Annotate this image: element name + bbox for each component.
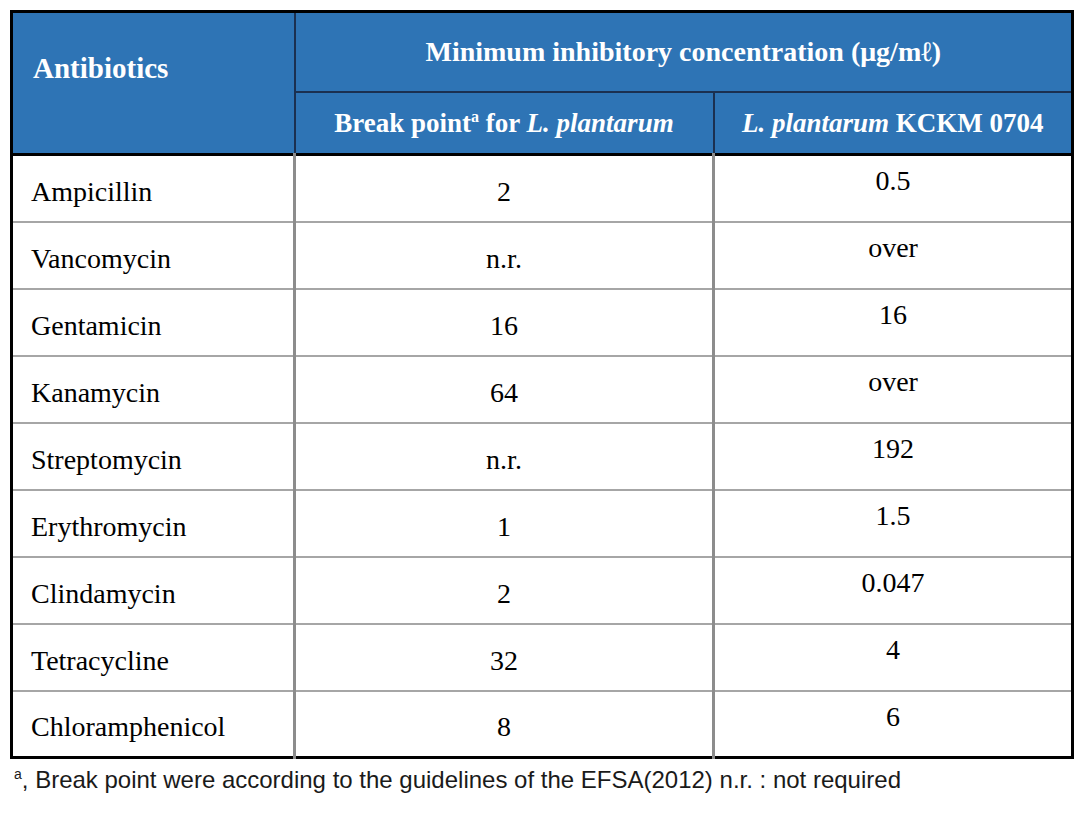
column-header-strain: L. plantarum KCKM 0704 [714, 92, 1073, 155]
mic-value: 192 [872, 433, 914, 465]
break-point-value-cell: 2 [295, 155, 714, 222]
mic-value-cell: 1.5 [714, 490, 1073, 557]
strain-suffix: KCKM 0704 [889, 108, 1044, 138]
mic-value-cell: 192 [714, 423, 1073, 490]
antibiotic-name-cell: Chloramphenicol [12, 691, 295, 758]
table-row: Vancomycin n.r. over [12, 222, 1073, 289]
antibiotic-name-cell: Gentamicin [12, 289, 295, 356]
mic-value: 1.5 [876, 500, 911, 532]
antibiotic-name-cell: Streptomycin [12, 423, 295, 490]
antibiotic-name-cell: Ampicillin [12, 155, 295, 222]
antibiotic-name-cell: Tetracycline [12, 624, 295, 691]
mic-value-cell: over [714, 356, 1073, 423]
header-row-top: Antibiotics Minimum inhibitory concentra… [12, 12, 1073, 93]
table-row: Tetracycline 32 4 [12, 624, 1073, 691]
page: Antibiotics Minimum inhibitory concentra… [0, 0, 1084, 813]
antibiotic-name-cell: Kanamycin [12, 356, 295, 423]
mic-value-cell: 6 [714, 691, 1073, 758]
strain-species: L. plantarum [742, 108, 889, 138]
break-point-value-cell: n.r. [295, 423, 714, 490]
table-row: Chloramphenicol 8 6 [12, 691, 1073, 758]
mic-value-cell: 4 [714, 624, 1073, 691]
mic-table: Antibiotics Minimum inhibitory concentra… [10, 10, 1074, 759]
table-body: Ampicillin 2 0.5 Vancomycin n.r. over Ge… [12, 155, 1073, 758]
mic-value-cell: 16 [714, 289, 1073, 356]
mic-value-cell: over [714, 222, 1073, 289]
break-point-prefix: Break point [334, 108, 471, 138]
break-point-value-cell: 32 [295, 624, 714, 691]
break-point-mid: for [479, 108, 527, 138]
column-header-mic-title: Minimum inhibitory concentration (μg/mℓ) [295, 12, 1073, 93]
column-header-break-point: Break pointa for L. plantarum [295, 92, 714, 155]
break-point-value-cell: 2 [295, 557, 714, 624]
break-point-value-cell: 16 [295, 289, 714, 356]
footnote-mark: a [14, 766, 22, 782]
break-point-footnote-mark: a [471, 108, 479, 125]
mic-value: 6 [886, 701, 900, 733]
mic-value: 16 [879, 299, 907, 331]
table-row: Kanamycin 64 over [12, 356, 1073, 423]
footnote-text: , Break point were according to the guid… [22, 766, 901, 793]
mic-value: over [868, 366, 918, 398]
break-point-value-cell: 8 [295, 691, 714, 758]
mic-value: 0.5 [876, 165, 911, 197]
antibiotic-name-cell: Erythromycin [12, 490, 295, 557]
antibiotic-name-cell: Vancomycin [12, 222, 295, 289]
table-header: Antibiotics Minimum inhibitory concentra… [12, 12, 1073, 155]
break-point-species: L. plantarum [527, 108, 674, 138]
table-row: Ampicillin 2 0.5 [12, 155, 1073, 222]
mic-value-cell: 0.047 [714, 557, 1073, 624]
break-point-value-cell: 64 [295, 356, 714, 423]
break-point-value-cell: n.r. [295, 222, 714, 289]
mic-value: 4 [886, 634, 900, 666]
footnote: a, Break point were according to the gui… [14, 766, 1074, 794]
mic-value: 0.047 [862, 567, 925, 599]
table-row: Erythromycin 1 1.5 [12, 490, 1073, 557]
break-point-value-cell: 1 [295, 490, 714, 557]
table-row: Streptomycin n.r. 192 [12, 423, 1073, 490]
mic-value-cell: 0.5 [714, 155, 1073, 222]
antibiotic-name-cell: Clindamycin [12, 557, 295, 624]
column-header-antibiotics: Antibiotics [12, 12, 295, 155]
table-row: Clindamycin 2 0.047 [12, 557, 1073, 624]
mic-value: over [868, 232, 918, 264]
table-row: Gentamicin 16 16 [12, 289, 1073, 356]
